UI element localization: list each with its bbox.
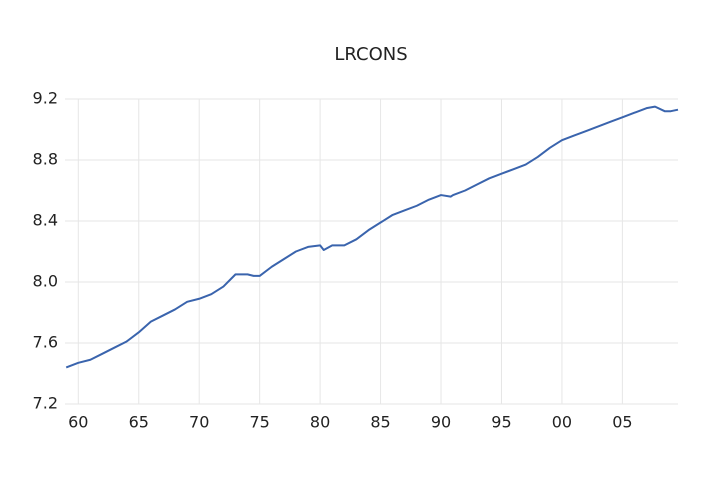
x-tick-label: 90 xyxy=(431,413,451,432)
y-tick-label: 9.2 xyxy=(33,89,58,108)
x-tick-label: 00 xyxy=(552,413,572,432)
data-line xyxy=(65,105,679,369)
y-tick-label: 7.6 xyxy=(33,333,58,352)
y-tick-label: 8.4 xyxy=(33,211,58,230)
x-tick-label: 75 xyxy=(249,413,269,432)
chart-title: LRCONS xyxy=(334,44,407,65)
y-tick-label: 8.0 xyxy=(33,272,58,291)
x-tick-label: 95 xyxy=(491,413,511,432)
x-tick-label: 65 xyxy=(129,413,149,432)
x-tick-label: 85 xyxy=(370,413,390,432)
x-tick-label: 60 xyxy=(68,413,88,432)
y-tick-label: 7.2 xyxy=(33,394,58,413)
x-tick-label: 80 xyxy=(310,413,330,432)
x-tick-label: 05 xyxy=(612,413,632,432)
x-tick-label: 70 xyxy=(189,413,209,432)
y-tick-label: 8.8 xyxy=(33,150,58,169)
